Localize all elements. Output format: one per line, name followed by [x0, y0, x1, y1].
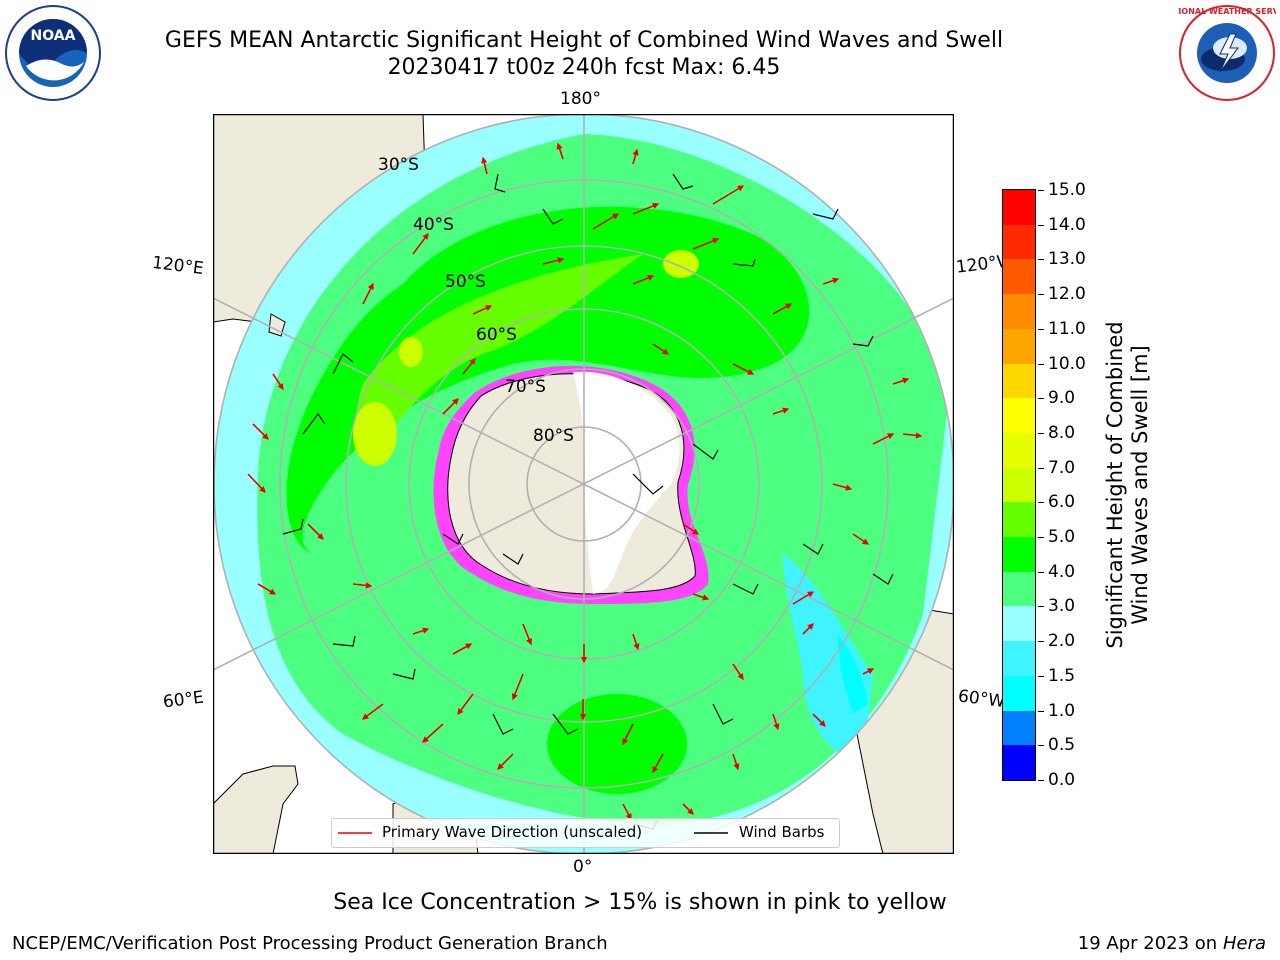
colorbar-segment-10	[1003, 398, 1035, 433]
colorbar-tick-mark	[1038, 190, 1044, 191]
lat-label-70: 70°S	[505, 377, 546, 397]
colorbar-tick-label: 3.0	[1048, 596, 1076, 617]
colorbar-segment-13	[1003, 294, 1035, 329]
colorbar-tick-mark	[1038, 328, 1044, 330]
colorbar-segment-6	[1003, 537, 1035, 572]
svg-text:NATIONAL WEATHER SERVICE: NATIONAL WEATHER SERVICE	[1178, 7, 1276, 16]
colorbar-segment-7	[1003, 502, 1035, 538]
colorbar	[1002, 189, 1036, 781]
date-value: 19 Apr 2023 on	[1077, 933, 1223, 954]
colorbar-segment-3	[1003, 641, 1035, 676]
colorbar-tick-mark	[1038, 398, 1044, 400]
wind-barbs	[282, 173, 894, 830]
colorbar-segment-11	[1003, 363, 1035, 399]
lon-label-bottom: 0°	[573, 857, 593, 877]
colorbar-segment-5	[1003, 571, 1035, 607]
colorbar-tick-mark	[1038, 432, 1044, 434]
colorbar-tick-mark	[1038, 467, 1044, 469]
nws-logo: NATIONAL WEATHER SERVICE	[1161, 4, 1280, 102]
colorbar-tick-label: 13.0	[1048, 249, 1086, 270]
map-canvas: 30°S 40°S 50°S 60°S 70°S 80°S	[212, 113, 955, 855]
colorbar-tick-mark	[1038, 502, 1044, 504]
polar-map: 30°S 40°S 50°S 60°S 70°S 80°S	[212, 113, 955, 855]
colorbar-tick-mark	[1038, 606, 1044, 608]
colorbar-tick-label: 11.0	[1048, 318, 1086, 339]
colorbar-tick-label: 10.0	[1048, 353, 1086, 374]
chart-title: GEFS MEAN Antarctic Significant Height o…	[164, 28, 1004, 53]
sea-ice-note: Sea Ice Concentration > 15% is shown in …	[333, 890, 947, 915]
colorbar-segment-12	[1003, 328, 1035, 364]
lon-label-right-upper-wrap: 120°W	[956, 255, 1002, 275]
colorbar-tick-label: 7.0	[1048, 457, 1076, 478]
colorbar-tick-mark	[1038, 780, 1044, 781]
colorbar-segment-16	[1003, 190, 1035, 225]
colorbar-tick-label: 8.0	[1048, 422, 1076, 443]
colorbar-tick-mark	[1038, 710, 1044, 712]
svg-text:NOAA: NOAA	[31, 28, 76, 44]
colorbar-tick-label: 2.0	[1048, 631, 1076, 652]
colorbar-tick-label: 1.0	[1048, 700, 1076, 721]
lon-label-top: 180°	[560, 89, 601, 109]
colorbar-segment-4	[1003, 606, 1035, 642]
lat-label-50: 50°S	[445, 272, 486, 292]
colorbar-tick-mark	[1038, 259, 1044, 261]
colorbar-tick-label: 0.0	[1048, 770, 1076, 790]
colorbar-tick-mark	[1038, 745, 1044, 747]
credit-text: NCEP/EMC/Verification Post Processing Pr…	[12, 933, 608, 954]
colorbar-tick-label: 4.0	[1048, 561, 1076, 582]
colorbar-tick-mark	[1038, 641, 1044, 643]
lat-label-80: 80°S	[533, 426, 574, 446]
colorbar-tick-mark	[1038, 571, 1044, 573]
colorbar-tick-label: 1.5	[1048, 665, 1076, 686]
colorbar-tick-label: 9.0	[1048, 388, 1076, 409]
colorbar-tick-mark	[1038, 675, 1044, 677]
chart-subtitle: 20230417 t00z 240h fcst Max: 6.45	[387, 55, 781, 80]
colorbar-segment-14	[1003, 259, 1035, 295]
colorbar-segment-0	[1003, 745, 1035, 780]
noaa-logo: NOAA	[4, 4, 102, 102]
date-text: 19 Apr 2023 on Hera	[1078, 933, 1266, 954]
colorbar-tick-mark	[1038, 363, 1044, 365]
wave-direction-arrows	[247, 142, 923, 821]
africa-land	[213, 765, 299, 854]
map-legend: Primary Wave Direction (unscaled) Wind B…	[331, 818, 840, 848]
colorbar-tick-label: 12.0	[1048, 284, 1086, 305]
colorbar-segment-9	[1003, 432, 1035, 468]
lon-label-left-upper: 120°E	[150, 252, 205, 280]
colorbar-stack	[1003, 190, 1035, 780]
colorbar-tick-label: 6.0	[1048, 492, 1076, 513]
colorbar-segment-2	[1003, 675, 1035, 711]
colorbar-tick-label: 0.5	[1048, 735, 1076, 756]
host-name: Hera	[1222, 933, 1266, 954]
lon-label-right-lower-wrap: 60°W	[958, 689, 1002, 709]
lat-label-30: 30°S	[378, 155, 419, 175]
colorbar-segment-15	[1003, 224, 1035, 260]
colorbar-segment-8	[1003, 467, 1035, 503]
colorbar-tick-label: 14.0	[1048, 214, 1086, 235]
lon-label-right-upper: 120°W	[956, 255, 1002, 275]
colorbar-tick-mark	[1038, 537, 1044, 539]
colorbar-tick-label: 5.0	[1048, 527, 1076, 548]
lon-label-left-lower: 60°E	[161, 687, 205, 713]
colorbar-tick-mark	[1038, 294, 1044, 296]
colorbar-tick-mark	[1038, 224, 1044, 226]
lat-label-40: 40°S	[413, 215, 454, 235]
lon-label-right-lower: 60°W	[958, 689, 1002, 709]
colorbar-tick-label: 15.0	[1048, 180, 1086, 200]
legend-wave-direction: Primary Wave Direction (unscaled)	[382, 823, 643, 841]
legend-wind-barbs: Wind Barbs	[739, 823, 825, 841]
lat-label-60: 60°S	[476, 325, 517, 345]
colorbar-segment-1	[1003, 710, 1035, 746]
